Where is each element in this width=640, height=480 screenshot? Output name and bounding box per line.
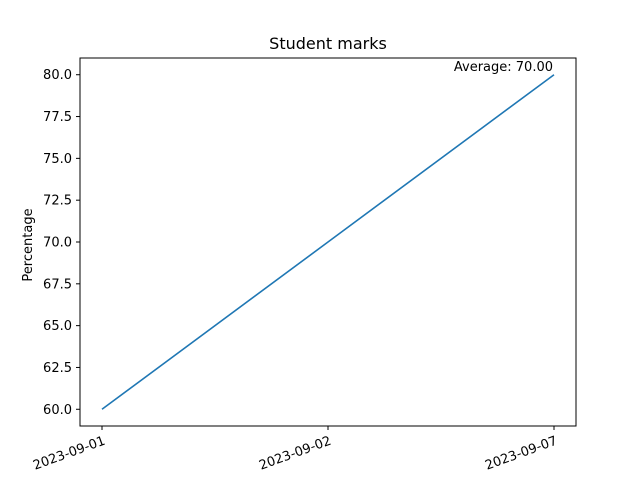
x-tick-label: 2023-09-02 [257,434,333,474]
y-tick-label: 80.0 [43,68,72,83]
y-tick-label: 70.0 [43,236,72,251]
y-tick-label: 62.5 [43,361,72,376]
y-tick-label: 75.0 [43,152,72,167]
y-tick-label: 60.0 [43,403,72,418]
y-tick-label: 67.5 [43,277,72,292]
y-axis-ticks: 60.0 62.5 65.0 67.5 70.0 72.5 75.0 77.5 80.0 [43,68,80,418]
x-tick-label: 2023-09-01 [31,434,107,474]
series-layer [101,74,555,410]
y-tick-label: 65.0 [43,319,72,334]
y-tick-label: 72.5 [43,194,72,209]
chart-title: Student marks [269,34,387,53]
average-annotation: Average: 70.00 [454,60,553,75]
series-line [101,74,555,410]
y-tick-label: 77.5 [43,110,72,125]
x-tick-label: 2023-09-07 [483,434,559,474]
plot-frame [79,57,577,427]
x-axis-ticks: 2023-09-01 2023-09-02 2023-09-07 [31,426,559,474]
y-axis-label: Percentage [21,208,36,281]
